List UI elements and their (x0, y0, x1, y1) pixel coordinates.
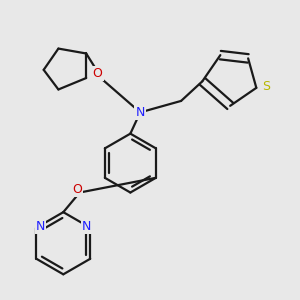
Text: S: S (262, 80, 270, 93)
Text: O: O (72, 183, 82, 196)
Text: O: O (93, 67, 103, 80)
Text: N: N (82, 220, 91, 232)
Text: N: N (136, 106, 145, 119)
Text: N: N (36, 220, 45, 232)
